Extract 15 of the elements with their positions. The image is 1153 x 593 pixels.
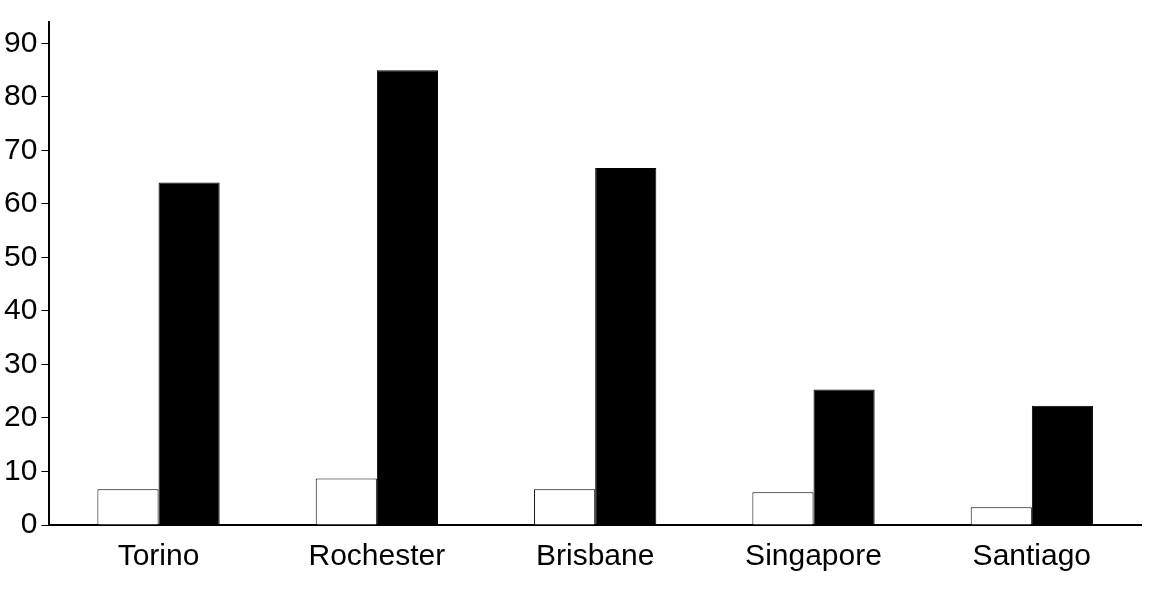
y-tick-label: 50 <box>3 238 38 272</box>
y-tick-label: 20 <box>3 399 38 433</box>
y-tick-label: 70 <box>3 131 38 165</box>
y-tick-label: 80 <box>3 78 38 112</box>
x-tick-label: Torino <box>117 538 200 572</box>
y-tick-label: 30 <box>3 345 38 379</box>
x-tick-label: Santiago <box>972 538 1092 572</box>
y-tick-label: 40 <box>3 292 38 326</box>
y-tick-label: 90 <box>3 24 38 58</box>
y-tick-label: 0 <box>20 506 38 540</box>
x-tick-label: Brisbane <box>535 538 655 572</box>
y-tick-label: 10 <box>3 452 38 486</box>
x-tick-label: Rochester <box>308 538 446 572</box>
y-tick-label: 60 <box>3 185 38 219</box>
x-tick-label: Singapore <box>745 538 882 572</box>
